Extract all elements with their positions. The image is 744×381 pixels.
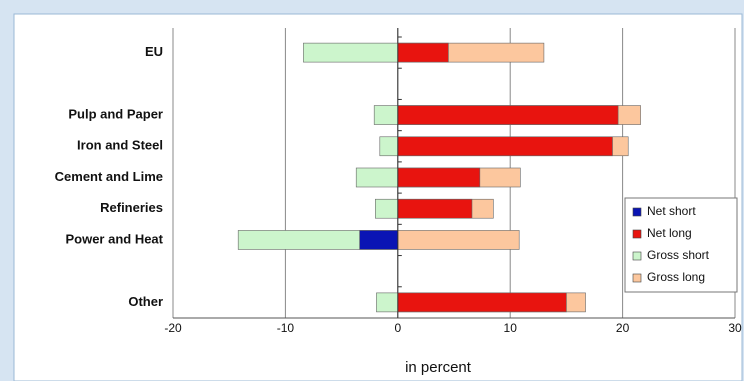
bar: [376, 292, 399, 313]
bar: [397, 292, 567, 313]
x-tick-label: 30: [728, 321, 742, 335]
x-tick-label: 20: [616, 321, 630, 335]
legend-label: Gross long: [647, 270, 705, 284]
category-label: Iron and Steel: [77, 138, 163, 153]
bar: [397, 198, 473, 219]
x-tick-label: 0: [394, 321, 401, 335]
bar: [397, 230, 520, 250]
legend-swatch: [632, 251, 642, 261]
bar: [397, 167, 481, 188]
legend-swatch: [632, 229, 642, 239]
x-tick-label: -20: [164, 321, 182, 335]
bar: [379, 136, 399, 157]
bar: [303, 42, 399, 63]
legend-label: Net short: [647, 204, 696, 218]
legend-label: Net long: [647, 226, 692, 240]
legend-swatch: [632, 273, 642, 283]
x-tick-label: -10: [277, 321, 295, 335]
bar: [397, 105, 619, 125]
category-label: Refineries: [100, 200, 163, 215]
x-tick-label: 10: [504, 321, 518, 335]
legend-box: [624, 197, 738, 293]
legend-label: Gross short: [647, 248, 710, 262]
bar: [397, 42, 449, 63]
category-label: Cement and Lime: [55, 169, 163, 184]
category-label: Pulp and Paper: [68, 106, 163, 121]
bar: [359, 230, 399, 250]
panel: [13, 13, 743, 381]
x-axis-label: in percent: [405, 359, 472, 376]
category-label: Power and Heat: [65, 231, 163, 246]
category-label: Other: [128, 294, 163, 309]
category-label: EU: [145, 44, 163, 59]
bar: [375, 198, 399, 219]
bar: [373, 105, 399, 125]
legend-swatch: [632, 207, 642, 217]
bar: [355, 167, 399, 188]
bar: [397, 136, 613, 157]
